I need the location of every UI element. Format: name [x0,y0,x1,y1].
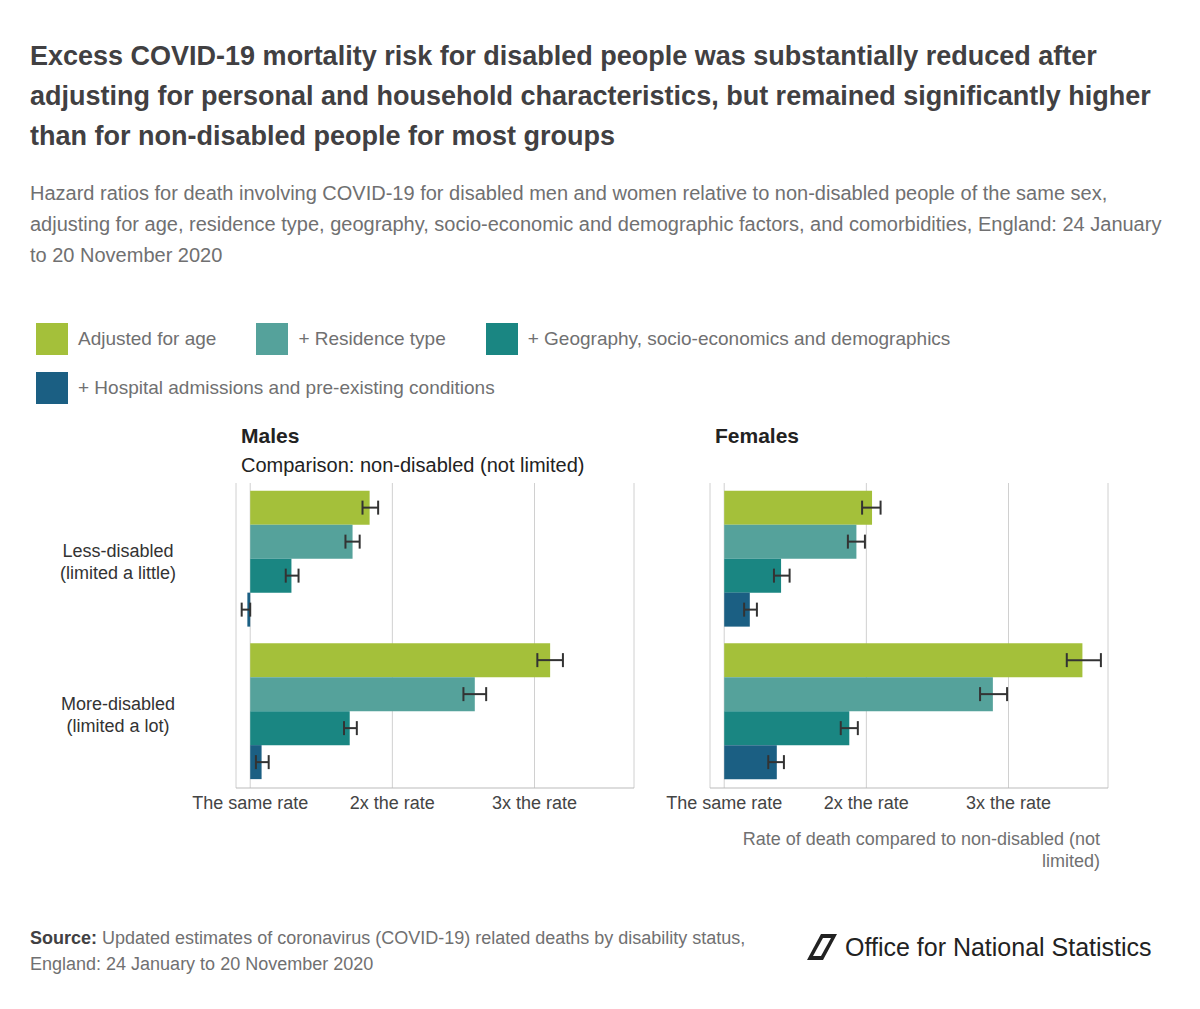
svg-text:The same rate: The same rate [666,793,782,813]
html-text:Males: Males [241,424,300,447]
svg-text:2x the rate: 2x the rate [824,793,909,813]
html-text:Office for National Statistics: Office for National Statistics [845,932,1152,961]
html-text:Excess COVID-19 mortality risk: Excess COVID-19 mortality risk for disab… [30,41,1151,151]
svg-text:3x the rate: 3x the rate [966,793,1051,813]
html-text:Hazard ratios for death involv: Hazard ratios for death involving COVID-… [30,182,1162,266]
html-text:Source: Updated estimates of c: Source: Updated estimates of coronavirus… [30,928,746,974]
html-text:+ Hospital admissions and pre-: + Hospital admissions and pre-existing c… [78,377,495,398]
html-text:Comparison: non-disabled (not: Comparison: non-disabled (not limited) [241,454,585,476]
svg-text:The same rate: The same rate [192,793,308,813]
html-text:+ Residence type: + Residence type [298,328,446,349]
svg-text:3x the rate: 3x the rate [492,793,577,813]
svg-text:Less-disabled(limited a little: Less-disabled(limited a little) [60,541,176,583]
html-text:+ Geography, socio-economics a: + Geography, socio-economics and demogra… [527,328,951,349]
html-text:Females: Females [715,424,800,447]
html-text:Rate of death compared to non-: Rate of death compared to non-disabled (… [742,829,1100,871]
svg-text:2x the rate: 2x the rate [350,793,435,813]
html-text:Adjusted for age: Adjusted for age [78,328,217,349]
svg-text:More-disabled(limited a lot): More-disabled(limited a lot) [61,694,175,736]
